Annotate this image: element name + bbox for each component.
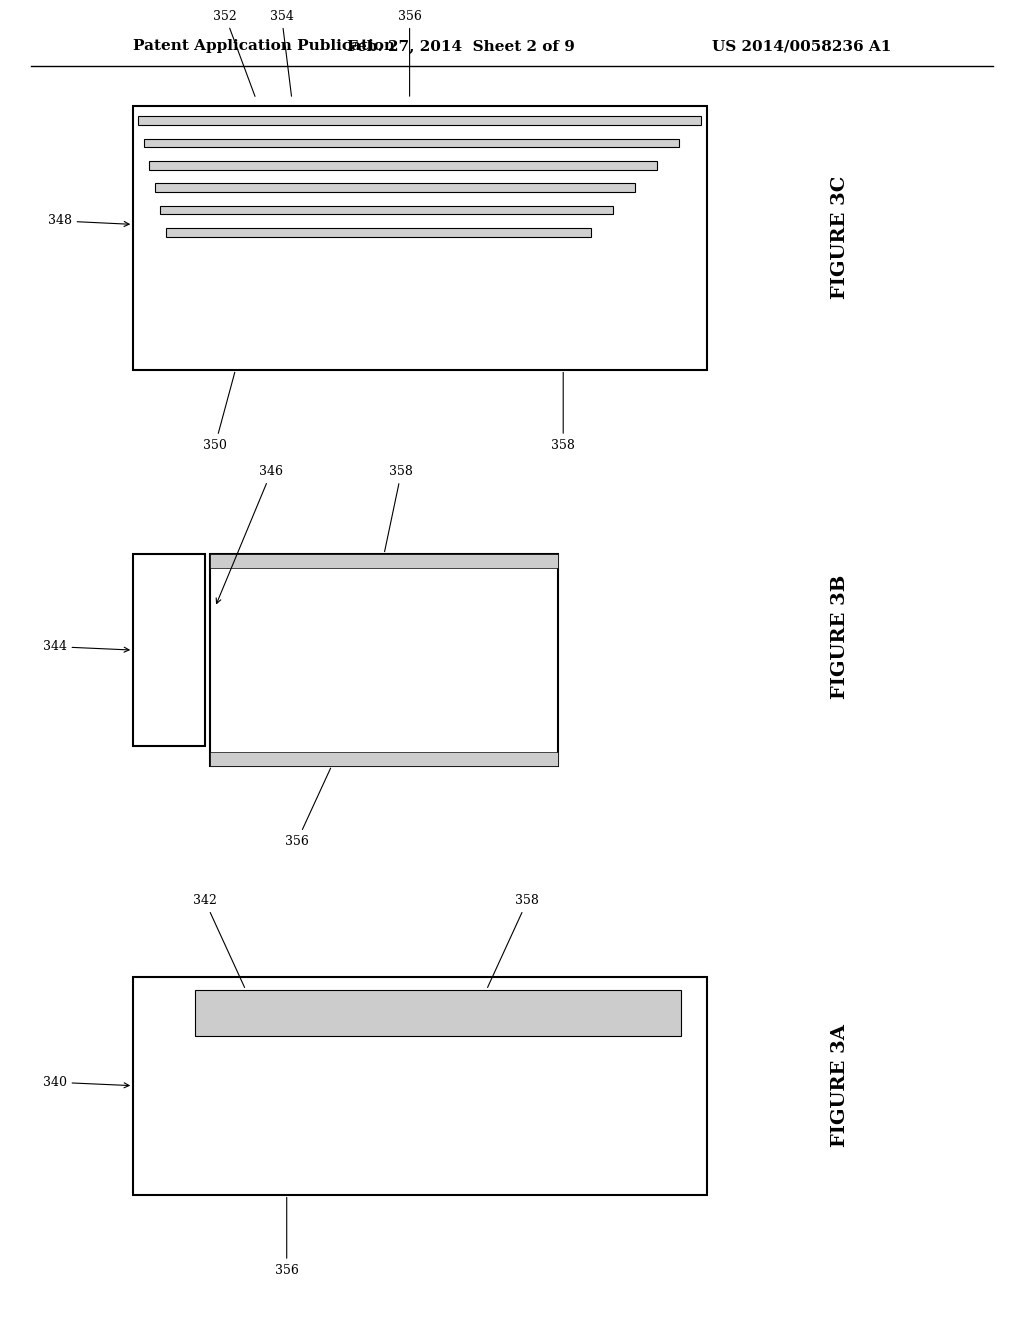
Text: 340: 340 [43,1076,129,1089]
Bar [133,977,707,1195]
Bar [166,228,591,236]
Text: 344: 344 [43,640,129,653]
Text: 358: 358 [385,465,414,552]
Text: 356: 356 [397,9,422,96]
Text: 348: 348 [48,214,129,227]
Text: 358: 358 [487,894,540,987]
Text: 342: 342 [193,894,245,987]
Bar [150,161,657,169]
Text: Patent Application Publication: Patent Application Publication [133,40,395,53]
Bar [133,106,707,370]
Bar [143,139,679,148]
Text: 352: 352 [213,9,255,96]
Bar [161,206,613,214]
Bar [210,554,558,568]
Bar [133,554,205,746]
Text: 350: 350 [203,372,234,451]
Text: 354: 354 [269,9,294,96]
Text: FIGURE 3C: FIGURE 3C [830,176,849,300]
Text: US 2014/0058236 A1: US 2014/0058236 A1 [712,40,891,53]
Bar [138,116,701,125]
Text: 356: 356 [285,768,331,847]
Text: FIGURE 3B: FIGURE 3B [830,574,849,700]
Text: 346: 346 [216,465,284,603]
Text: FIGURE 3A: FIGURE 3A [830,1024,849,1147]
Text: 356: 356 [274,1197,299,1276]
Bar [210,554,558,766]
Bar [155,183,635,191]
Bar [195,990,681,1036]
Bar [210,752,558,766]
Text: Feb. 27, 2014  Sheet 2 of 9: Feb. 27, 2014 Sheet 2 of 9 [347,40,574,53]
Text: 358: 358 [551,372,575,451]
